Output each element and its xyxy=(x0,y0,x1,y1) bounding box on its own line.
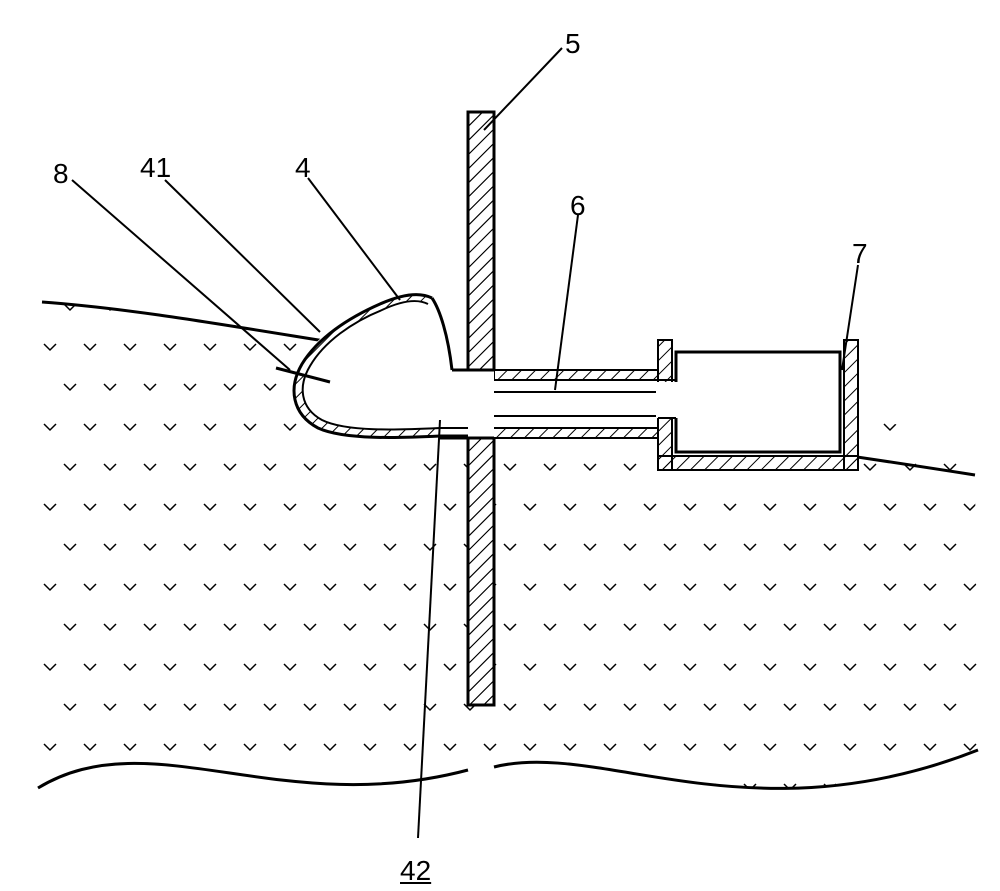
pole-cutout xyxy=(468,370,494,438)
label-6: 6 xyxy=(570,190,586,222)
label-7: 7 xyxy=(852,238,868,270)
diagram-canvas xyxy=(0,0,1000,891)
label-41: 41 xyxy=(140,152,171,184)
label-42: 42 xyxy=(400,855,431,887)
tank xyxy=(656,340,858,470)
label-5: 5 xyxy=(565,28,581,60)
bedrock-line-right xyxy=(494,750,978,788)
bedrock-line xyxy=(38,763,468,788)
label-4: 4 xyxy=(295,152,311,184)
label-8: 8 xyxy=(53,158,69,190)
